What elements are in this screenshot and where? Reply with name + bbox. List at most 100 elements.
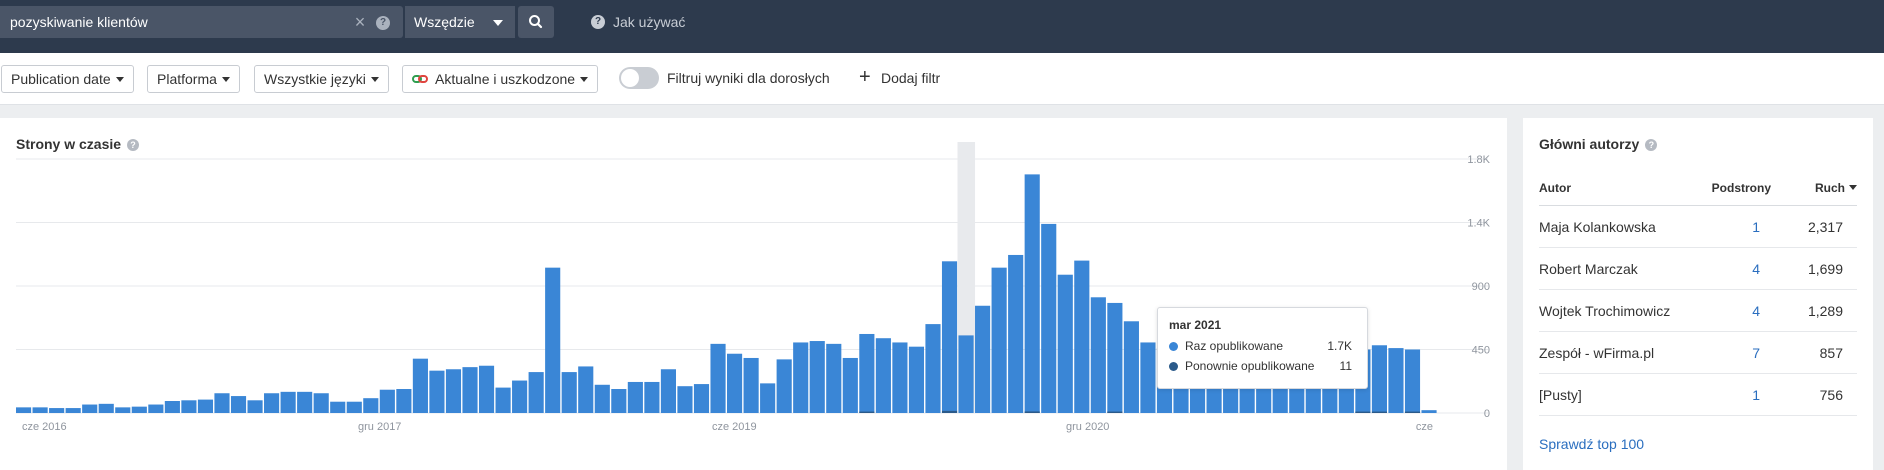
author-pages-count[interactable]: 4 bbox=[1752, 303, 1760, 319]
author-pages-count[interactable]: 1 bbox=[1752, 219, 1760, 235]
bar-raz-opublikowane[interactable] bbox=[148, 404, 164, 413]
bar-ponownie-opublikowane[interactable] bbox=[859, 411, 875, 413]
bar-raz-opublikowane[interactable] bbox=[760, 383, 776, 413]
bar-raz-opublikowane[interactable] bbox=[793, 342, 809, 413]
bar-raz-opublikowane[interactable] bbox=[1008, 254, 1024, 413]
bar-raz-opublikowane[interactable] bbox=[1388, 348, 1404, 413]
how-to-use-link[interactable]: ? Jak używać bbox=[591, 13, 685, 31]
bar-raz-opublikowane[interactable] bbox=[16, 407, 32, 413]
bar-raz-opublikowane[interactable] bbox=[297, 391, 313, 413]
bar-raz-opublikowane[interactable] bbox=[859, 333, 875, 413]
bar-ponownie-opublikowane[interactable] bbox=[941, 410, 958, 413]
adult-filter-toggle[interactable] bbox=[619, 67, 659, 89]
help-icon[interactable]: ? bbox=[127, 139, 140, 151]
bar-raz-opublikowane[interactable] bbox=[892, 342, 908, 413]
bar-raz-opublikowane[interactable] bbox=[1140, 342, 1156, 413]
search-scope-dropdown[interactable]: Wszędzie bbox=[405, 6, 515, 38]
search-input[interactable] bbox=[10, 6, 350, 38]
bar-raz-opublikowane[interactable] bbox=[363, 398, 379, 413]
bar-raz-opublikowane[interactable] bbox=[611, 389, 627, 413]
bar-raz-opublikowane[interactable] bbox=[1074, 260, 1090, 413]
bar-raz-opublikowane[interactable] bbox=[32, 407, 48, 413]
platform-filter[interactable]: Platforma bbox=[147, 65, 240, 93]
bar-raz-opublikowane[interactable] bbox=[65, 408, 81, 413]
bar-raz-opublikowane[interactable] bbox=[98, 403, 114, 413]
bar-raz-opublikowane[interactable] bbox=[396, 389, 412, 413]
bar-raz-opublikowane[interactable] bbox=[644, 381, 660, 413]
bar-raz-opublikowane[interactable] bbox=[925, 324, 941, 413]
bar-raz-opublikowane[interactable] bbox=[1123, 321, 1139, 413]
author-pages-count[interactable]: 4 bbox=[1752, 261, 1760, 277]
bar-raz-opublikowane[interactable] bbox=[280, 391, 296, 413]
bar-raz-opublikowane[interactable] bbox=[82, 404, 98, 413]
bar-raz-opublikowane[interactable] bbox=[693, 384, 710, 413]
bar-raz-opublikowane[interactable] bbox=[958, 335, 974, 413]
status-filter[interactable]: Aktualne i uszkodzone bbox=[402, 65, 599, 93]
bar-raz-opublikowane[interactable] bbox=[677, 386, 693, 413]
publication-date-filter[interactable]: Publication date bbox=[1, 65, 134, 93]
bar-ponownie-opublikowane[interactable] bbox=[1404, 411, 1421, 413]
bar-raz-opublikowane[interactable] bbox=[1024, 174, 1040, 413]
bar-raz-opublikowane[interactable] bbox=[1090, 297, 1106, 413]
bar-raz-opublikowane[interactable] bbox=[842, 357, 858, 413]
bar-raz-opublikowane[interactable] bbox=[247, 400, 263, 413]
bar-raz-opublikowane[interactable] bbox=[545, 267, 561, 413]
bar-raz-opublikowane[interactable] bbox=[1421, 410, 1437, 413]
column-pages[interactable]: Podstrony bbox=[1711, 181, 1771, 195]
bar-raz-opublikowane[interactable] bbox=[627, 381, 643, 413]
add-filter-button[interactable]: + Dodaj filtr bbox=[857, 67, 940, 87]
bar-raz-opublikowane[interactable] bbox=[1057, 274, 1073, 413]
bar-raz-opublikowane[interactable] bbox=[478, 365, 495, 413]
bar-raz-opublikowane[interactable] bbox=[214, 393, 230, 413]
bar-raz-opublikowane[interactable] bbox=[512, 380, 528, 413]
bar-raz-opublikowane[interactable] bbox=[578, 366, 594, 413]
column-author[interactable]: Autor bbox=[1539, 181, 1571, 195]
bar-raz-opublikowane[interactable] bbox=[594, 384, 610, 413]
bar-raz-opublikowane[interactable] bbox=[313, 393, 329, 413]
bar-raz-opublikowane[interactable] bbox=[495, 387, 511, 413]
clear-icon[interactable]: × bbox=[354, 12, 366, 32]
bar-raz-opublikowane[interactable] bbox=[164, 401, 180, 413]
bar-raz-opublikowane[interactable] bbox=[809, 341, 825, 413]
bar-raz-opublikowane[interactable] bbox=[49, 408, 65, 413]
author-pages-count[interactable]: 7 bbox=[1752, 345, 1760, 361]
bar-raz-opublikowane[interactable] bbox=[710, 343, 726, 413]
bar-raz-opublikowane[interactable] bbox=[379, 389, 395, 413]
bar-raz-opublikowane[interactable] bbox=[181, 400, 197, 413]
help-icon[interactable]: ? bbox=[1645, 139, 1658, 151]
bar-raz-opublikowane[interactable] bbox=[197, 399, 214, 413]
language-filter[interactable]: Wszystkie języki bbox=[254, 65, 389, 93]
bar-raz-opublikowane[interactable] bbox=[330, 401, 346, 413]
column-traffic[interactable]: Ruch bbox=[1815, 181, 1857, 195]
bar-ponownie-opublikowane[interactable] bbox=[1024, 411, 1040, 413]
bar-raz-opublikowane[interactable] bbox=[1404, 349, 1421, 414]
bar-raz-opublikowane[interactable] bbox=[875, 338, 891, 413]
bar-raz-opublikowane[interactable] bbox=[346, 401, 362, 413]
bar-raz-opublikowane[interactable] bbox=[445, 369, 462, 413]
bar-raz-opublikowane[interactable] bbox=[908, 346, 925, 413]
help-icon[interactable]: ? bbox=[376, 16, 390, 30]
bar-raz-opublikowane[interactable] bbox=[743, 357, 759, 413]
bar-raz-opublikowane[interactable] bbox=[462, 367, 478, 413]
bar-raz-opublikowane[interactable] bbox=[1371, 345, 1387, 413]
bar-raz-opublikowane[interactable] bbox=[727, 353, 743, 413]
bar-raz-opublikowane[interactable] bbox=[826, 343, 842, 413]
bar-raz-opublikowane[interactable] bbox=[1107, 302, 1123, 413]
bar-raz-opublikowane[interactable] bbox=[264, 393, 280, 413]
bar-raz-opublikowane[interactable] bbox=[412, 358, 428, 413]
bar-ponownie-opublikowane[interactable] bbox=[1107, 411, 1123, 413]
bar-raz-opublikowane[interactable] bbox=[975, 305, 991, 413]
bar-raz-opublikowane[interactable] bbox=[660, 369, 676, 413]
bar-raz-opublikowane[interactable] bbox=[941, 261, 958, 413]
bar-ponownie-opublikowane[interactable] bbox=[1355, 411, 1371, 413]
bar-raz-opublikowane[interactable] bbox=[991, 267, 1007, 413]
bar-raz-opublikowane[interactable] bbox=[1041, 223, 1057, 413]
search-button[interactable] bbox=[518, 6, 554, 38]
bar-raz-opublikowane[interactable] bbox=[115, 407, 131, 413]
author-pages-count[interactable]: 1 bbox=[1752, 387, 1760, 403]
bar-raz-opublikowane[interactable] bbox=[776, 359, 792, 413]
bar-ponownie-opublikowane[interactable] bbox=[1371, 411, 1387, 413]
bar-raz-opublikowane[interactable] bbox=[528, 372, 544, 413]
bar-raz-opublikowane[interactable] bbox=[230, 396, 247, 413]
bar-raz-opublikowane[interactable] bbox=[561, 372, 577, 413]
